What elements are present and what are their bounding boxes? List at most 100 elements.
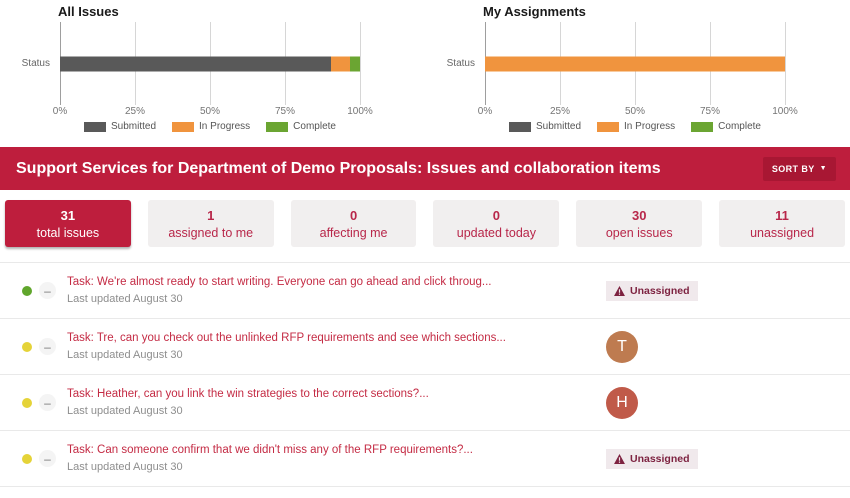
charts-section: All Issues Status 0% 25% 50% 75% 100% Submit…	[0, 0, 850, 140]
stacked-bar	[485, 56, 785, 71]
legend-item: In Progress	[597, 121, 675, 132]
gridline	[785, 22, 786, 105]
x-tick-label: 0%	[52, 106, 68, 117]
x-tick-label: 25%	[124, 106, 146, 117]
status-dot	[22, 285, 32, 296]
stat-card-unassigned[interactable]: 11 unassigned	[719, 200, 845, 247]
stat-card-updated-today[interactable]: 0 updated today	[433, 200, 560, 247]
legend-label: Complete	[718, 121, 761, 132]
stat-label: total issues	[36, 225, 100, 240]
unassigned-badge: Unassigned	[606, 280, 698, 301]
stat-value: 30	[631, 207, 647, 223]
task-updated-text: Last updated August 30	[67, 293, 183, 305]
status-dot	[22, 453, 32, 464]
legend-swatch	[691, 121, 714, 132]
legend-label: Submitted	[536, 121, 582, 132]
warning-icon	[614, 453, 625, 464]
bar-segment-complete	[350, 56, 360, 71]
plot-area	[485, 22, 786, 105]
legend-item: Submitted	[84, 121, 156, 132]
stat-label: updated today	[456, 225, 537, 240]
legend-item: Complete	[691, 121, 761, 132]
assignee-avatar[interactable]: T	[606, 330, 638, 363]
stat-value: 0	[349, 207, 358, 223]
task-updated-text: Last updated August 30	[67, 461, 183, 473]
status-dot	[22, 341, 32, 352]
stat-card-affecting-me[interactable]: 0 affecting me	[290, 200, 417, 247]
legend-label: In Progress	[199, 121, 251, 132]
collapse-minus-icon[interactable]: –	[39, 394, 56, 411]
chart-body: Status	[425, 22, 850, 105]
chart-legend: Submitted In Progress Complete	[60, 121, 360, 132]
legend-swatch	[266, 121, 289, 132]
legend-item: In Progress	[172, 121, 250, 132]
task-main: Task: Heather, can you link the win stra…	[67, 388, 429, 417]
x-axis-ticks: 0% 25% 50% 75% 100%	[478, 105, 798, 118]
x-tick-label: 75%	[274, 106, 296, 117]
section-header-banner: Support Services for Department of Demo …	[0, 147, 850, 190]
sort-by-button[interactable]: SORT BY ▼	[762, 156, 836, 181]
task-row: – Task: Can someone confirm that we didn…	[0, 431, 850, 487]
legend-item: Submitted	[509, 121, 581, 132]
stat-value: 0	[492, 207, 501, 223]
x-tick-label: 75%	[699, 106, 721, 117]
bar-segment-in-progress	[485, 56, 785, 71]
status-dot	[22, 397, 32, 408]
legend-item: Complete	[266, 121, 336, 132]
task-main: Task: We're almost ready to start writin…	[67, 276, 492, 305]
assignee: H	[606, 386, 638, 419]
chart-legend: Submitted In Progress Complete	[485, 121, 785, 132]
caret-down-icon: ▼	[819, 165, 827, 172]
unassigned-badge: Unassigned	[606, 448, 698, 469]
task-link[interactable]: Task: Can someone confirm that we didn't…	[67, 444, 473, 456]
legend-swatch	[597, 121, 620, 132]
stats-row: 31 total issues 1 assigned to me 0 affec…	[0, 190, 850, 256]
assignee: Unassigned	[606, 448, 698, 469]
task-row: – Task: Tre, can you check out the unlin…	[0, 319, 850, 375]
stat-card-total-issues[interactable]: 31 total issues	[5, 200, 131, 247]
gridline	[360, 22, 361, 105]
stat-value: 11	[775, 207, 789, 223]
legend-swatch	[84, 121, 106, 132]
page-title: Support Services for Department of Demo …	[16, 159, 661, 177]
stat-label: assigned to me	[168, 225, 254, 240]
sort-by-label: SORT BY	[771, 163, 815, 174]
stat-label: unassigned	[750, 225, 815, 240]
warning-icon	[614, 285, 625, 296]
bar-segment-submitted	[60, 56, 331, 71]
assignee-avatar[interactable]: H	[606, 386, 638, 419]
task-link[interactable]: Task: We're almost ready to start writin…	[67, 276, 492, 288]
assignee: T	[606, 330, 638, 363]
task-row: – Task: We're almost ready to start writ…	[0, 263, 850, 319]
x-tick-label: 50%	[624, 106, 646, 117]
legend-label: Complete	[293, 121, 336, 132]
chart-body: Status	[0, 22, 425, 105]
y-axis-label: Status	[446, 58, 475, 69]
x-tick-label: 100%	[772, 106, 798, 117]
task-main: Task: Can someone confirm that we didn't…	[67, 444, 473, 473]
bar-segment-in-progress	[330, 56, 351, 71]
stat-label: affecting me	[319, 225, 388, 240]
collapse-minus-icon[interactable]: –	[39, 282, 56, 299]
collapse-minus-icon[interactable]: –	[39, 450, 56, 467]
chart-all-issues: All Issues Status 0% 25% 50% 75% 100% Submit…	[0, 4, 425, 140]
plot-area	[60, 22, 361, 105]
legend-label: Submitted	[111, 121, 157, 132]
task-updated-text: Last updated August 30	[67, 405, 183, 417]
chart-my-assignments: My Assignments Status 0% 25% 50% 75% 100% Su…	[425, 4, 850, 140]
x-tick-label: 25%	[549, 106, 571, 117]
task-row: – Task: Heather, can you link the win st…	[0, 375, 850, 431]
x-tick-label: 50%	[199, 106, 221, 117]
badge-label: Unassigned	[630, 452, 690, 465]
task-link[interactable]: Task: Heather, can you link the win stra…	[67, 388, 429, 400]
task-main: Task: Tre, can you check out the unlinke…	[67, 332, 506, 361]
stat-card-open-issues[interactable]: 30 open issues	[576, 200, 703, 247]
task-list: – Task: We're almost ready to start writ…	[0, 262, 850, 487]
collapse-minus-icon[interactable]: –	[39, 338, 56, 355]
task-link[interactable]: Task: Tre, can you check out the unlinke…	[67, 332, 506, 344]
legend-swatch	[172, 121, 195, 132]
legend-label: In Progress	[624, 121, 676, 132]
task-updated-text: Last updated August 30	[67, 349, 183, 361]
stacked-bar	[60, 56, 360, 71]
stat-card-assigned-to-me[interactable]: 1 assigned to me	[147, 200, 274, 247]
